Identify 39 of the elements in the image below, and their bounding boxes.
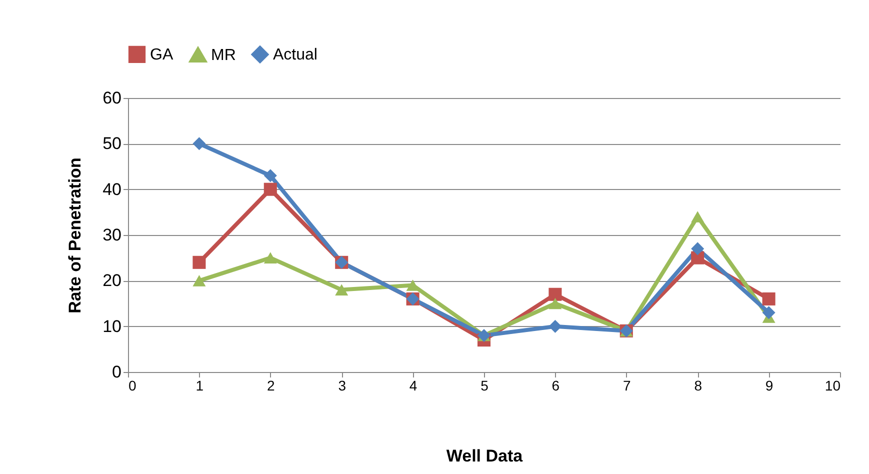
- y-tick-label: 10: [102, 316, 122, 336]
- point: [548, 288, 562, 301]
- y-tick-label: 0: [112, 362, 122, 382]
- point: [335, 284, 348, 296]
- x-tick-label: 7: [623, 378, 631, 394]
- point: [264, 169, 277, 182]
- point: [548, 320, 562, 333]
- point: [192, 137, 206, 150]
- point: [691, 242, 704, 256]
- point: [264, 182, 277, 196]
- x-tick-label: 10: [824, 378, 841, 394]
- x-tick-label: 2: [267, 378, 275, 394]
- x-tick-label: 3: [338, 378, 346, 394]
- point: [264, 252, 277, 264]
- x-tick-label: 1: [196, 378, 204, 394]
- y-tick-label: 40: [102, 180, 122, 199]
- point: [192, 256, 206, 269]
- legend-label: GA: [150, 46, 174, 64]
- point: [762, 292, 776, 306]
- point: [691, 211, 704, 222]
- point: [762, 306, 776, 320]
- x-axis-title: Well Data: [446, 446, 524, 466]
- point: [691, 251, 704, 264]
- legend-label: MR: [211, 46, 236, 64]
- y-tick-label: 50: [102, 134, 122, 154]
- x-tick-label: 5: [480, 378, 489, 394]
- x-tick-label: 0: [128, 378, 136, 394]
- x-tick-label: 8: [694, 378, 702, 394]
- y-axis-title: Rate of Penetration: [66, 158, 85, 314]
- point: [548, 298, 562, 310]
- x-tick-label: 4: [409, 378, 418, 394]
- point: [192, 275, 206, 286]
- y-tick-label: 20: [102, 271, 122, 290]
- legend-label: Actual: [273, 46, 318, 64]
- y-tick-label: 60: [102, 88, 122, 108]
- x-tick-label: 9: [765, 378, 774, 394]
- y-tick-label: 30: [102, 226, 122, 244]
- x-tick-label: 6: [552, 378, 560, 394]
- point: [406, 280, 420, 291]
